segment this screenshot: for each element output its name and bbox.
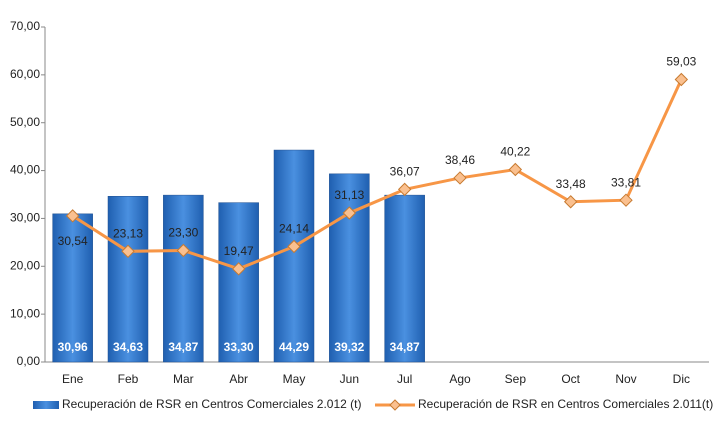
- bar: [218, 202, 259, 363]
- line-label: 36,07: [390, 165, 420, 179]
- line-label: 30,54: [58, 234, 88, 248]
- x-tick-label: Jun: [340, 372, 359, 386]
- line: [71, 78, 683, 271]
- bar-label: 30,96: [58, 340, 88, 354]
- bar-label: 34,87: [390, 340, 420, 354]
- marker: [121, 244, 135, 259]
- bar-label: 33,30: [224, 340, 254, 354]
- x-tick-label: Ago: [449, 372, 471, 386]
- bar-label: 34,87: [168, 340, 198, 354]
- x-tick-label: May: [283, 372, 306, 386]
- line-label: 33,81: [611, 175, 641, 189]
- marker: [397, 182, 412, 197]
- x-tick-label: Jul: [397, 372, 412, 386]
- marker: [619, 193, 633, 207]
- line-label: 23,13: [113, 226, 143, 240]
- x-tick-label: Feb: [118, 372, 139, 386]
- y-tick-label: 70,00: [10, 19, 40, 33]
- line-label: 19,47: [224, 244, 254, 258]
- marker: [508, 162, 523, 177]
- legend-swatch: [33, 401, 59, 409]
- legend-label: Recuperación de RSR en Centros Comercial…: [62, 397, 361, 411]
- bar: [107, 196, 149, 363]
- line-label: 33,48: [556, 177, 586, 191]
- bar: [329, 173, 370, 363]
- marker: [342, 206, 357, 220]
- y-tick-label: 30,00: [10, 211, 40, 225]
- y-tick-label: 10,00: [10, 306, 40, 320]
- bar-label: 39,32: [334, 340, 364, 354]
- line-label: 59,03: [666, 55, 696, 69]
- x-tick-label: Dic: [673, 372, 690, 386]
- marker: [453, 171, 467, 185]
- marker: [231, 262, 246, 276]
- y-tick-label: 50,00: [10, 115, 40, 129]
- x-tick-label: Ene: [62, 372, 84, 386]
- bar: [384, 194, 425, 363]
- legend-label: Recuperación de RSR en Centros Comercial…: [418, 397, 713, 411]
- line-label: 40,22: [500, 145, 530, 159]
- x-tick-label: Mar: [173, 372, 194, 386]
- bar-label: 34,63: [113, 340, 143, 354]
- line-label: 23,30: [168, 226, 198, 240]
- y-tick-label: 60,00: [10, 67, 40, 81]
- marker: [287, 239, 301, 254]
- marker: [563, 195, 578, 209]
- x-tick-label: Oct: [561, 372, 580, 386]
- x-tick-label: Abr: [229, 372, 248, 386]
- bar-label: 44,29: [279, 340, 309, 354]
- line-label: 31,13: [334, 188, 364, 202]
- line-label: 24,14: [279, 222, 309, 236]
- bar: [273, 149, 315, 363]
- bar: [163, 194, 204, 363]
- x-tick-label: Nov: [615, 372, 636, 386]
- marker: [65, 209, 80, 223]
- marker: [674, 72, 689, 87]
- y-tick-label: 20,00: [10, 258, 40, 272]
- y-tick-label: 0,00: [17, 354, 41, 368]
- legend-swatch: [389, 399, 401, 411]
- line-label: 38,46: [445, 153, 475, 167]
- marker: [176, 243, 191, 258]
- y-tick-label: 40,00: [10, 163, 40, 177]
- x-tick-label: Sep: [505, 372, 527, 386]
